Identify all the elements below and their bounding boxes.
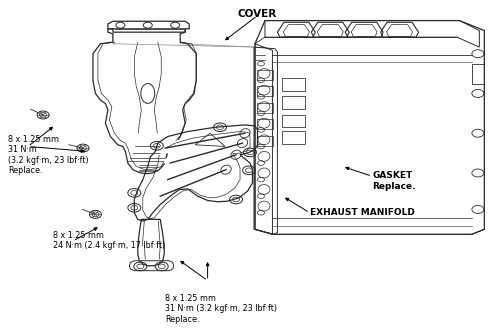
Bar xyxy=(282,78,305,91)
Text: COVER: COVER xyxy=(238,9,277,19)
Bar xyxy=(282,97,305,109)
Text: GASKET
Replace.: GASKET Replace. xyxy=(372,171,416,191)
Bar xyxy=(258,119,274,129)
Bar xyxy=(258,86,274,96)
Bar xyxy=(258,136,274,146)
Text: 8 x 1.25 mm
31 N·m
(3.2 kgf·m, 23 lbf·ft)
Replace.: 8 x 1.25 mm 31 N·m (3.2 kgf·m, 23 lbf·ft… xyxy=(8,135,89,175)
Bar xyxy=(258,103,274,113)
Bar xyxy=(258,70,274,80)
Text: 8 x 1.25 mm
31 N·m (3.2 kgf·m, 23 lbf·ft)
Replace.: 8 x 1.25 mm 31 N·m (3.2 kgf·m, 23 lbf·ft… xyxy=(165,294,277,324)
Text: 8 x 1.25 mm
24 N·m (2.4 kgf·m, 17 lbf·ft): 8 x 1.25 mm 24 N·m (2.4 kgf·m, 17 lbf·ft… xyxy=(53,231,165,250)
Bar xyxy=(282,115,305,127)
Text: EXHAUST MANIFOLD: EXHAUST MANIFOLD xyxy=(310,208,414,217)
Bar xyxy=(282,131,305,144)
